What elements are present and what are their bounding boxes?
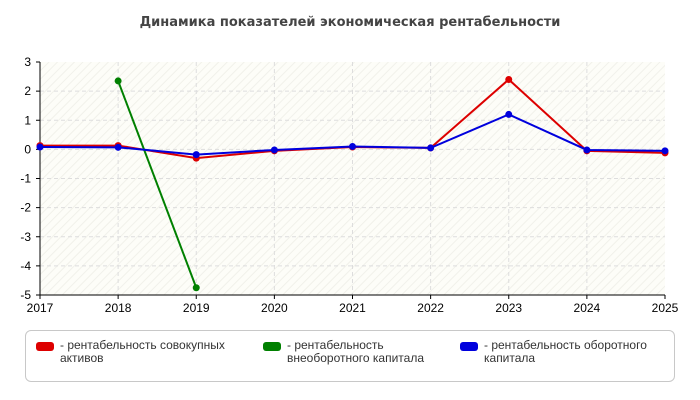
- x-tick-label: 2022: [417, 301, 444, 315]
- series-2: [114, 77, 200, 292]
- chart-title: Динамика показателей экономическая рента…: [140, 15, 561, 30]
- series-3: [36, 110, 669, 159]
- axes: [36, 61, 666, 299]
- series-line: [117, 80, 198, 289]
- grid: [40, 62, 665, 295]
- data-point: [36, 143, 44, 151]
- y-tick-label: 0: [24, 142, 31, 156]
- data-point: [583, 146, 591, 154]
- legend-label: - рентабельность оборотного капитала: [484, 338, 647, 365]
- y-tick-label: -3: [20, 230, 31, 244]
- data-point: [192, 151, 200, 159]
- data-point: [270, 146, 278, 154]
- x-tick-label: 2018: [105, 301, 132, 315]
- legend-swatch: [36, 342, 54, 351]
- legend-label: - рентабельность внеоборотного капитала: [287, 338, 424, 365]
- y-tick-label: 2: [24, 84, 31, 98]
- legend-swatch: [460, 342, 478, 351]
- legend-item: - рентабельность оборотного капитала: [460, 339, 670, 365]
- series-group: [36, 75, 669, 292]
- y-tick-label: 1: [24, 113, 31, 127]
- legend-label: - рентабельность совокупных активов: [60, 338, 225, 365]
- data-point: [349, 142, 356, 150]
- x-tick-label: 2021: [339, 301, 366, 315]
- legend: - рентабельность совокупных активов - рен…: [25, 330, 675, 382]
- x-tick-label: 2024: [574, 301, 601, 315]
- y-tick-label: -4: [20, 259, 31, 273]
- data-point: [661, 147, 669, 155]
- x-axis-ticks: 2017 2018 2019 2020 2021 2022 2023 2024 2025: [27, 301, 679, 315]
- x-tick-label: 2017: [27, 301, 54, 315]
- data-point: [427, 144, 435, 152]
- x-tick-label: 2020: [261, 301, 288, 315]
- legend-swatch: [263, 342, 281, 351]
- x-tick-label: 2023: [495, 301, 522, 315]
- y-tick-label: -1: [20, 172, 31, 186]
- data-point: [114, 143, 122, 151]
- data-point: [505, 110, 513, 118]
- y-tick-label: -5: [20, 288, 31, 302]
- y-tick-label: -2: [20, 201, 31, 215]
- y-axis-ticks: 3 2 1 0 -1 -2 -3 -4 -5: [20, 55, 31, 302]
- legend-item: - рентабельность внеоборотного капитала: [263, 339, 433, 365]
- x-tick-label: 2025: [652, 301, 679, 315]
- x-tick-label: 2019: [183, 301, 210, 315]
- data-point: [114, 77, 122, 85]
- legend-item: - рентабельность совокупных активов: [36, 339, 236, 365]
- data-point: [192, 284, 200, 292]
- y-tick-label: 3: [24, 55, 31, 69]
- data-point: [505, 75, 513, 83]
